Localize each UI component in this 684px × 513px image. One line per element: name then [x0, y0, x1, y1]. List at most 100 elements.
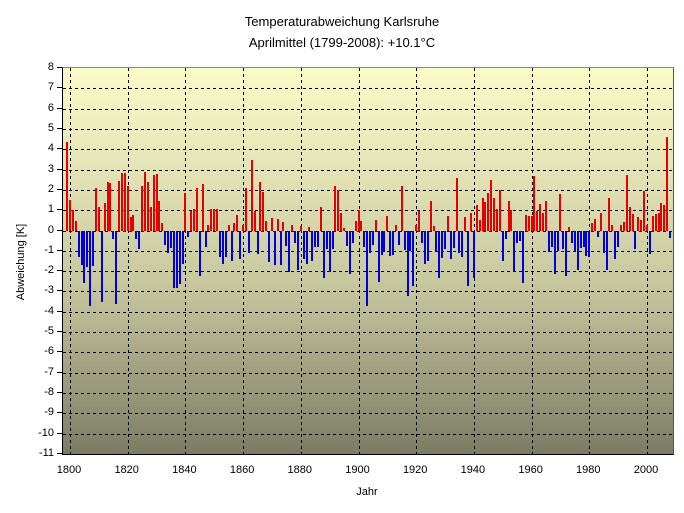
bar-1825	[141, 186, 143, 231]
bar-1900	[358, 210, 360, 231]
y-tick-mark	[57, 392, 62, 393]
bar-1869	[268, 231, 270, 262]
bar-1906	[375, 220, 377, 231]
gridline-vertical	[301, 68, 302, 454]
bar-1836	[173, 231, 175, 288]
bar-1974	[571, 231, 573, 243]
bar-1893	[337, 190, 339, 231]
bar-1991	[620, 225, 622, 231]
x-tick-label: 1880	[287, 464, 313, 476]
bar-1912	[392, 231, 394, 255]
bar-1958	[525, 215, 527, 231]
bar-1917	[407, 231, 409, 296]
bar-1911	[389, 231, 391, 256]
bar-1968	[554, 231, 556, 274]
bar-1830	[156, 174, 158, 231]
y-tick-label: -2	[44, 264, 54, 277]
bar-1967	[551, 231, 553, 247]
bar-1904	[369, 231, 371, 253]
gridline-horizontal	[63, 373, 673, 374]
bar-1833	[164, 231, 166, 245]
gridline-horizontal	[63, 271, 673, 272]
y-tick-mark	[57, 250, 62, 251]
bar-1844	[196, 188, 198, 231]
bar-1814	[109, 183, 111, 231]
bar-1826	[144, 172, 146, 231]
bar-1852	[219, 231, 221, 257]
bar-1894	[340, 213, 342, 231]
x-tick-label: 1860	[229, 464, 255, 476]
bar-1926	[433, 226, 435, 231]
bar-1807	[89, 231, 91, 306]
bar-1940	[473, 231, 475, 278]
y-tick-mark	[57, 189, 62, 190]
gridline-horizontal	[63, 352, 673, 353]
bar-1846	[202, 184, 204, 231]
bar-1854	[225, 231, 227, 257]
bar-1835	[170, 231, 172, 248]
y-tick-mark	[57, 311, 62, 312]
y-tick-label: -4	[44, 304, 54, 317]
gridline-vertical	[243, 68, 244, 454]
bar-1999	[643, 191, 645, 231]
chart-title-block: Temperaturabweichung Karlsruhe Aprilmitt…	[0, 11, 684, 53]
gridline-vertical	[589, 68, 590, 454]
bar-1806	[86, 231, 88, 267]
bar-1840	[184, 193, 186, 231]
bar-1922	[421, 231, 423, 243]
bar-1937	[464, 217, 466, 231]
bar-1827	[147, 182, 149, 231]
gridline-vertical	[128, 68, 129, 454]
bar-1879	[297, 231, 299, 270]
gridline-horizontal	[63, 149, 673, 150]
bar-1928	[438, 231, 440, 278]
bar-1997	[637, 217, 639, 231]
bar-1946	[490, 180, 492, 231]
gridline-horizontal	[63, 190, 673, 191]
bar-1895	[343, 228, 345, 231]
bar-1882	[306, 231, 308, 264]
bar-1933	[453, 231, 455, 248]
bar-1878	[294, 231, 296, 243]
bar-1977	[580, 231, 582, 248]
bar-1982	[594, 219, 596, 231]
y-tick-label: -6	[44, 345, 54, 358]
bar-1890	[329, 231, 331, 272]
y-tick-mark	[57, 290, 62, 291]
bar-1927	[435, 231, 437, 251]
bar-1850	[213, 209, 215, 231]
bar-1847	[205, 231, 207, 247]
y-tick-mark	[57, 148, 62, 149]
bar-1930	[444, 231, 446, 249]
bar-1902	[363, 231, 365, 247]
y-tick-label: 2	[47, 182, 54, 195]
gridline-horizontal	[63, 312, 673, 313]
bar-1867	[262, 192, 264, 231]
bar-1929	[441, 231, 443, 258]
bar-1856	[231, 231, 233, 261]
bar-1874	[282, 222, 284, 231]
bar-1908	[381, 231, 383, 255]
bar-1870	[271, 218, 273, 231]
bar-1995	[632, 214, 634, 231]
bar-1975	[574, 231, 576, 251]
y-tick-label: -7	[44, 365, 54, 378]
bar-1996	[634, 231, 636, 249]
bar-1812	[104, 203, 106, 231]
bar-1960	[531, 216, 533, 231]
bar-1843	[193, 209, 195, 231]
bar-1864	[254, 211, 256, 231]
bar-1948	[496, 209, 498, 231]
bar-1919	[412, 231, 414, 286]
y-tick-label: 8	[47, 61, 54, 73]
bar-1963	[539, 204, 541, 231]
y-tick-label: 4	[47, 142, 54, 155]
bar-2001	[649, 231, 651, 254]
bar-1859	[239, 231, 241, 259]
bar-1866	[259, 182, 261, 231]
bar-1956	[519, 231, 521, 241]
chart-subtitle: Aprilmittel (1799-2008): +10.1°C	[248, 35, 436, 50]
bar-1858	[236, 215, 238, 231]
bar-1892	[334, 186, 336, 231]
x-axis-title: Jahr	[356, 486, 378, 498]
